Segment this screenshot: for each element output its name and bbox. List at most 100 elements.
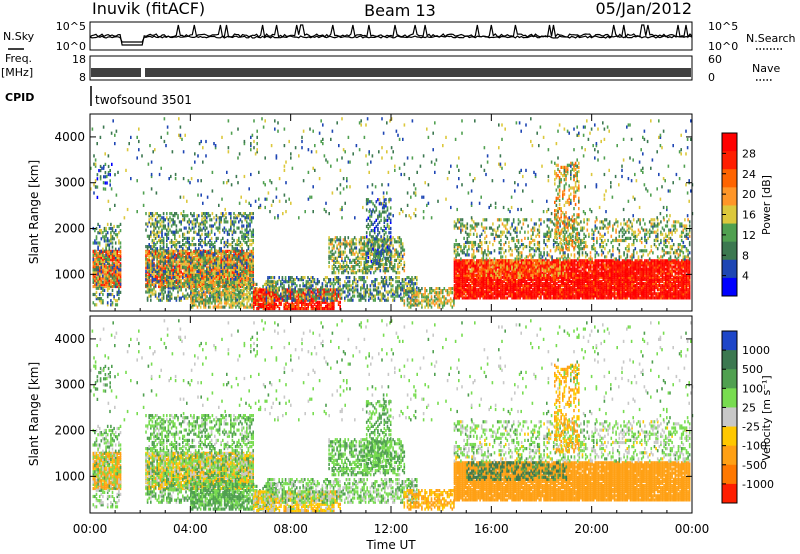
power-cell (307, 306, 309, 311)
power-cell (119, 274, 122, 278)
power-cell (235, 280, 237, 284)
power-cell (110, 274, 112, 278)
power-cell (370, 214, 373, 218)
power-cell (193, 291, 196, 295)
power-cell (113, 272, 115, 276)
power-cell (414, 282, 416, 286)
power-cell (267, 292, 269, 296)
power-cell (159, 218, 162, 222)
power-cell (273, 304, 276, 308)
power-cell (406, 284, 408, 288)
power-cell (367, 251, 370, 255)
power-cell (252, 270, 254, 274)
power-cell (244, 228, 246, 232)
power-cell (235, 301, 237, 305)
power-cell (210, 240, 213, 245)
power-cell (371, 292, 373, 296)
freq-tick-top: 18 (72, 53, 86, 66)
power-cell (199, 284, 202, 289)
power-cell (412, 282, 415, 286)
power-cell (310, 304, 313, 308)
power-cell (196, 273, 198, 278)
power-cell (151, 267, 154, 271)
power-cell (275, 292, 277, 296)
power-cell (209, 294, 211, 298)
power-cell (114, 268, 117, 272)
power-cell (347, 271, 350, 275)
power-cell (166, 260, 168, 264)
power-cell (106, 260, 109, 264)
power-cell (253, 296, 255, 300)
power-cell (201, 214, 203, 218)
power-cell (119, 249, 122, 253)
power-cell (172, 222, 174, 226)
power-cell (195, 295, 197, 299)
power-cell (310, 306, 313, 311)
power-cell (276, 292, 279, 296)
power-cell (280, 296, 282, 300)
power-cell (244, 232, 246, 236)
power-cell (218, 274, 221, 278)
power-cell (363, 296, 365, 300)
power-cell (111, 303, 114, 307)
power-cell (236, 257, 238, 261)
power-cell (110, 231, 112, 235)
power-cell (239, 249, 242, 253)
power-cell (203, 280, 205, 284)
power-cell (161, 280, 163, 284)
power-cell (231, 230, 234, 234)
power-cell (238, 251, 240, 256)
power-cell (304, 298, 306, 302)
power-cell (369, 271, 372, 275)
power-cell (273, 306, 276, 311)
power-cell (190, 289, 192, 293)
power-cell (199, 228, 202, 232)
power-cell (262, 302, 265, 306)
power-cell (292, 298, 295, 302)
power-cell (206, 289, 208, 293)
power-cell (241, 299, 244, 303)
power-cell (277, 304, 279, 308)
power-cell (267, 294, 269, 298)
power-cell (210, 236, 213, 240)
power-cell (233, 263, 235, 267)
power-cell (183, 218, 186, 222)
power-cell (374, 267, 377, 271)
power-cell (207, 271, 210, 275)
power-cell (92, 266, 95, 270)
power-cell (234, 243, 237, 247)
power-cell (111, 284, 114, 289)
power-cell (215, 287, 218, 291)
power-cell (151, 238, 154, 243)
power-cell (268, 276, 271, 280)
power-cell (218, 263, 221, 267)
power-cell (199, 222, 202, 226)
power-cell (186, 280, 189, 284)
power-cell (150, 290, 152, 294)
power-cell (353, 246, 356, 250)
power-cell (342, 252, 345, 256)
power-cell (320, 286, 322, 290)
power-cell (175, 286, 178, 290)
power-cell (249, 292, 251, 296)
power-cell (280, 298, 282, 302)
power-cell (259, 290, 261, 294)
power-cell (296, 284, 298, 288)
power-cell (158, 238, 160, 243)
power-cell (238, 278, 240, 282)
power-cell (352, 240, 354, 244)
power-cell (307, 286, 309, 290)
power-cell (269, 294, 271, 298)
power-cell (100, 272, 103, 276)
power-cell (190, 228, 192, 232)
power-cell (270, 282, 272, 286)
power-cell (251, 299, 253, 303)
power-cell (186, 274, 189, 278)
power-cell (350, 296, 352, 300)
freq-tick-bottom: 8 (79, 71, 86, 84)
power-cell (107, 164, 110, 169)
power-cell (326, 288, 328, 292)
power-cell (288, 288, 290, 292)
power-cell (236, 254, 238, 258)
power-cell (106, 237, 109, 241)
